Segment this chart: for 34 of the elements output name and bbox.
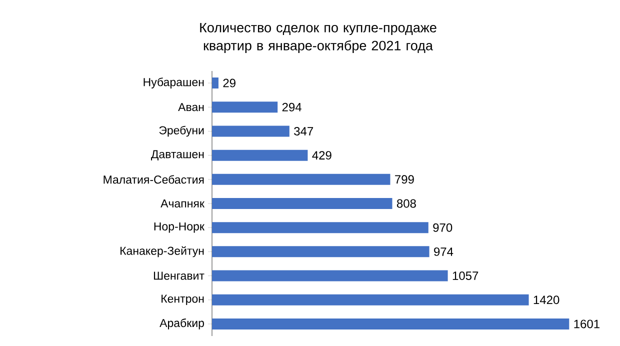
y-tick-label: Малатия-Себастия	[104, 175, 204, 184]
y-tick-label: Нор-Норк	[154, 222, 205, 233]
bar	[212, 198, 392, 209]
data-label: 1057	[452, 272, 478, 280]
data-label: 1601	[574, 320, 600, 328]
y-tick-label: Нубарашен	[144, 78, 204, 88]
data-label: 29	[223, 78, 236, 88]
data-label: 974	[434, 247, 454, 256]
y-tick-label: Эребуни	[159, 126, 204, 137]
bar	[212, 126, 290, 137]
y-tick-label: Шенгавит	[154, 272, 204, 280]
data-label: 294	[282, 102, 302, 112]
y-tick-label: Канакер-Зейтун	[120, 246, 204, 258]
bar	[212, 294, 529, 306]
bar	[212, 318, 570, 330]
data-label: 799	[395, 175, 414, 184]
y-tick-label: Давташен	[151, 150, 204, 160]
data-label: 970	[433, 223, 452, 232]
y-tick-label: Аван	[178, 103, 204, 112]
bar	[212, 78, 218, 89]
y-tick-label: Арабкир	[160, 318, 204, 330]
data-label: 808	[396, 199, 416, 208]
bar	[212, 222, 428, 234]
bar	[212, 150, 308, 161]
data-label: 429	[312, 151, 332, 160]
bar	[212, 270, 448, 282]
bar	[212, 174, 390, 185]
bar	[212, 246, 430, 258]
y-tick-label: Ачапняк	[160, 200, 205, 208]
chart-title: Количество сделок по купле-продаже квартир в январе-октябре 2021 года	[200, 22, 436, 54]
y-tick-label: Кентрон	[162, 294, 204, 306]
data-label: 1420	[534, 296, 560, 304]
bar	[212, 102, 278, 113]
data-label: 347	[294, 126, 314, 136]
